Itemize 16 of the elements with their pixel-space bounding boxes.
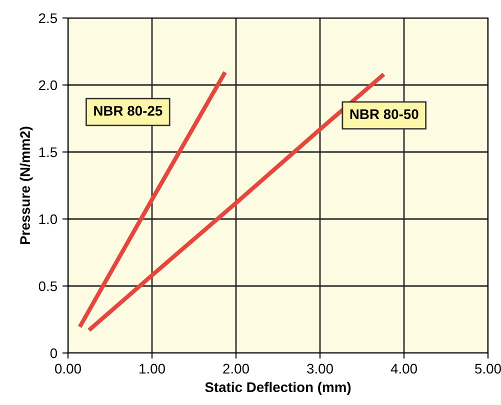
x-axis-title: Static Deflection (mm) [205,382,351,395]
x-tick-label: 4.00 [390,364,417,374]
y-tick-label: 1.5 [39,147,58,158]
y-axis-title: Pressure (N/mm2) [20,126,33,244]
y-tick-label: 0 [50,348,58,358]
series-label: NBR 80-50 [350,109,418,120]
y-tick-label: 2.5 [38,13,58,24]
y-tick-label: 2.0 [38,80,58,90]
x-tick-label: 2.00 [223,364,249,374]
x-tick-label: 5.00 [475,364,501,374]
text: NBR 80-25 [94,106,162,116]
x-tick-label: 0.00 [55,364,81,374]
y-tick-label: 1.0 [39,214,58,224]
x-tick-label: 3.00 [307,364,333,374]
x-tick-label: 1.00 [140,364,165,374]
y-tick-label: 0.5 [38,281,58,292]
